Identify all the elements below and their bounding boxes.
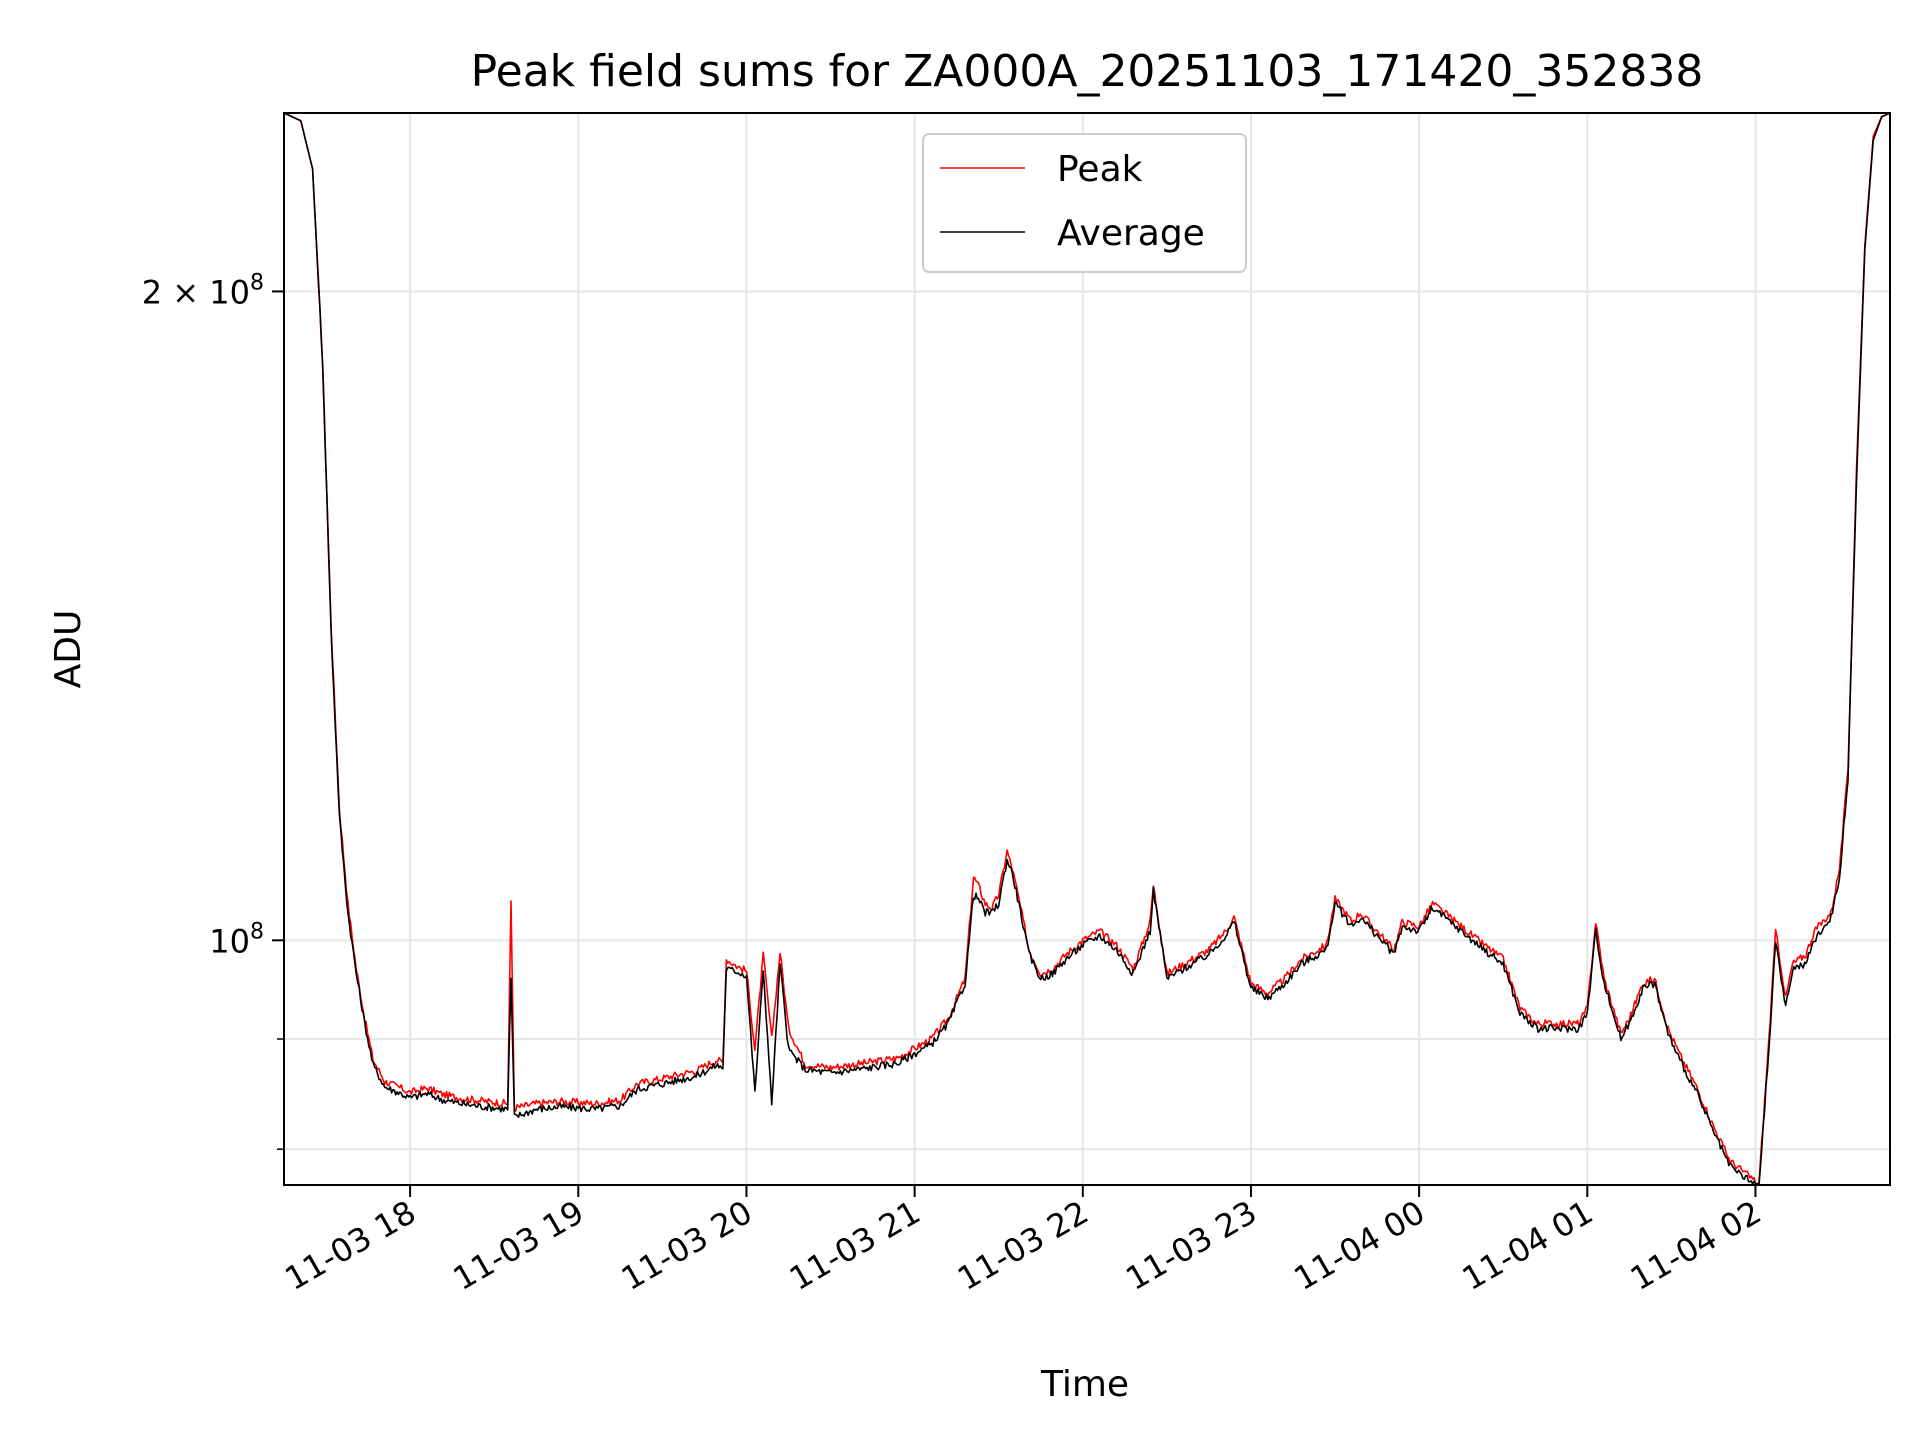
y-tick-label: 2 × 108 <box>142 270 264 311</box>
y-tick-label: 108 <box>209 919 264 960</box>
y-tick-label-exponent: 8 <box>250 270 264 295</box>
y-tick-label-mantissa: 2 × 10 <box>142 273 250 311</box>
y-tick-label-exponent: 8 <box>250 919 264 944</box>
y-axis-label: ADU <box>48 610 89 689</box>
plot-frame <box>283 112 1891 1186</box>
legend: Peak Average <box>922 133 1247 273</box>
chart-title: Peak field sums for ZA000A_20251103_1714… <box>471 46 1704 97</box>
legend-label-average: Average <box>1057 213 1205 254</box>
series-line-average <box>284 113 1890 1185</box>
series-line-peak <box>284 113 1890 1185</box>
x-axis-label: Time <box>1040 1364 1129 1405</box>
y-tick-label-mantissa: 10 <box>209 922 250 960</box>
series-layer <box>284 113 1890 1185</box>
legend-label-peak: Peak <box>1057 149 1143 190</box>
